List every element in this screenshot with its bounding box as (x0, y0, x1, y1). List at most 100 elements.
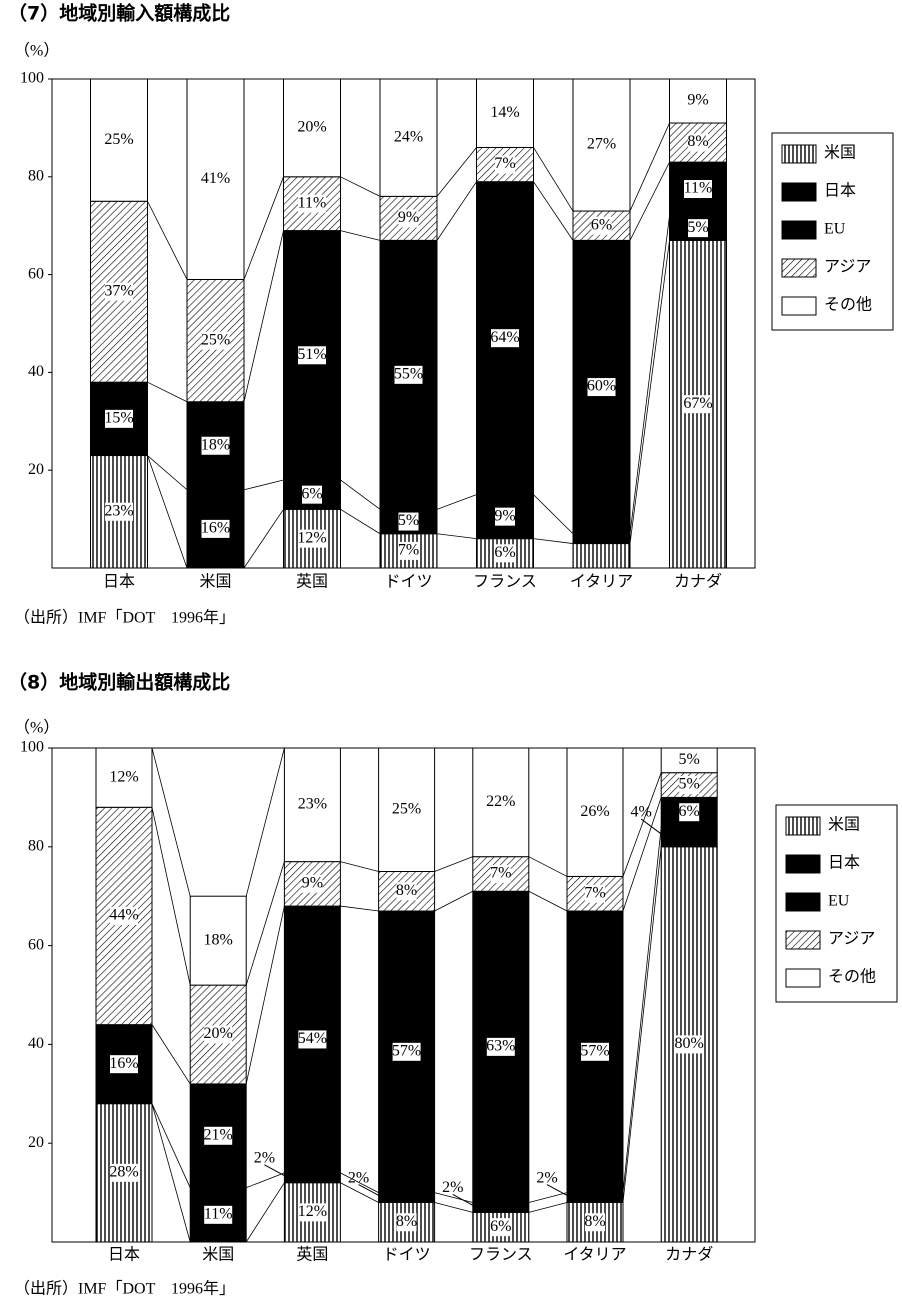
value-label: 24% (394, 128, 423, 145)
connector (434, 1192, 473, 1203)
value-label: 20% (204, 1025, 233, 1042)
x-tick-label: 米国 (202, 1246, 234, 1264)
label-leader (640, 818, 666, 838)
value-label: 41% (201, 170, 230, 187)
value-label: 12% (297, 529, 326, 546)
label-leader (358, 1184, 383, 1198)
value-label-bg (486, 1037, 515, 1056)
value-label: 11% (684, 180, 713, 197)
value-label: 14% (490, 104, 519, 121)
value-label: 26% (580, 803, 609, 820)
connector (528, 856, 568, 877)
x-tick-label: 日本 (103, 573, 135, 591)
connector (147, 455, 188, 569)
value-label: 5% (398, 512, 419, 529)
value-label: 9% (302, 875, 323, 892)
legend-label: アジア (824, 259, 871, 276)
value-label: 55% (394, 366, 423, 383)
value-label: 2% (348, 1169, 369, 1186)
value-label: 57% (580, 1042, 609, 1059)
connector (434, 856, 473, 872)
x-tick-label: イタリア (570, 573, 633, 591)
value-label: 7% (494, 155, 515, 172)
value-label-bg (394, 365, 423, 384)
value-label-bg (495, 544, 515, 563)
label-leader (546, 1184, 572, 1198)
value-label-bg (688, 219, 708, 238)
value-label: 7% (490, 865, 511, 882)
connector (434, 890, 473, 912)
chart-title: （7）地域別輸入額構成比 (8, 2, 230, 25)
connector (245, 1182, 285, 1243)
value-label-bg (392, 1042, 421, 1061)
connector (246, 1172, 285, 1189)
bar-segment (566, 1192, 624, 1203)
value-label: 60% (587, 378, 616, 395)
connector (243, 509, 284, 569)
value-label-bg (688, 92, 708, 111)
value-label: 23% (298, 795, 327, 812)
connector (436, 181, 477, 241)
value-label: 11% (298, 194, 327, 211)
value-label-bg (684, 395, 712, 414)
value-label: 28% (109, 1164, 138, 1181)
connector (243, 230, 284, 402)
value-label: 2% (254, 1150, 275, 1167)
connector (340, 905, 379, 912)
legend-label: その他 (828, 968, 876, 986)
value-label-bg (110, 768, 138, 787)
connector (629, 161, 670, 241)
connector (533, 147, 574, 212)
value-label-bg (298, 1203, 327, 1222)
connector (434, 1202, 473, 1213)
value-label: 5% (679, 776, 700, 793)
value-label: 12% (109, 768, 138, 785)
connector (147, 455, 188, 491)
value-label: 15% (104, 410, 133, 427)
y-tick-label: 20 (28, 1134, 44, 1151)
value-label: 44% (109, 907, 138, 924)
value-label: 12% (298, 1203, 327, 1220)
connector (622, 846, 662, 1203)
x-tick-label: 英国 (296, 1246, 328, 1264)
connector (629, 240, 670, 544)
value-label-bg (398, 209, 419, 228)
unit-label: （%） (14, 42, 59, 60)
value-label-bg (105, 409, 133, 428)
value-label: 63% (486, 1038, 515, 1055)
value-label-bg (585, 884, 605, 903)
value-label-bg (495, 155, 515, 174)
x-tick-label: フランス (473, 574, 537, 591)
value-label: 37% (104, 282, 133, 299)
value-label-bg (201, 170, 230, 189)
connector (533, 181, 574, 241)
connector (245, 861, 285, 986)
bar-segment (379, 78, 438, 197)
value-label-bg (679, 803, 700, 822)
connector (533, 538, 574, 544)
connector (340, 861, 379, 872)
value-label: 6% (490, 1218, 511, 1235)
value-label: 27% (587, 136, 616, 153)
x-tick-label: イタリア (563, 1246, 626, 1264)
connector (340, 479, 381, 510)
x-tick-label: カナダ (674, 573, 722, 591)
value-label: 11% (204, 1206, 233, 1223)
value-label: 2% (536, 1169, 557, 1186)
connector (436, 147, 477, 197)
connector (528, 1202, 568, 1213)
value-label: 25% (392, 800, 421, 817)
value-label-bg (679, 751, 700, 770)
value-label: 9% (398, 209, 419, 226)
value-label-bg (110, 1055, 138, 1074)
y-tick-label: 100 (20, 739, 44, 756)
value-label-bg (298, 529, 326, 548)
bar-segment (572, 543, 631, 569)
value-label-bg (486, 793, 515, 812)
y-tick-label: 100 (20, 70, 44, 87)
x-tick-label: 米国 (199, 573, 231, 591)
value-label-bg (581, 803, 609, 822)
value-label: 16% (201, 520, 230, 537)
value-label: 8% (396, 882, 417, 899)
legend-swatch (785, 816, 821, 836)
